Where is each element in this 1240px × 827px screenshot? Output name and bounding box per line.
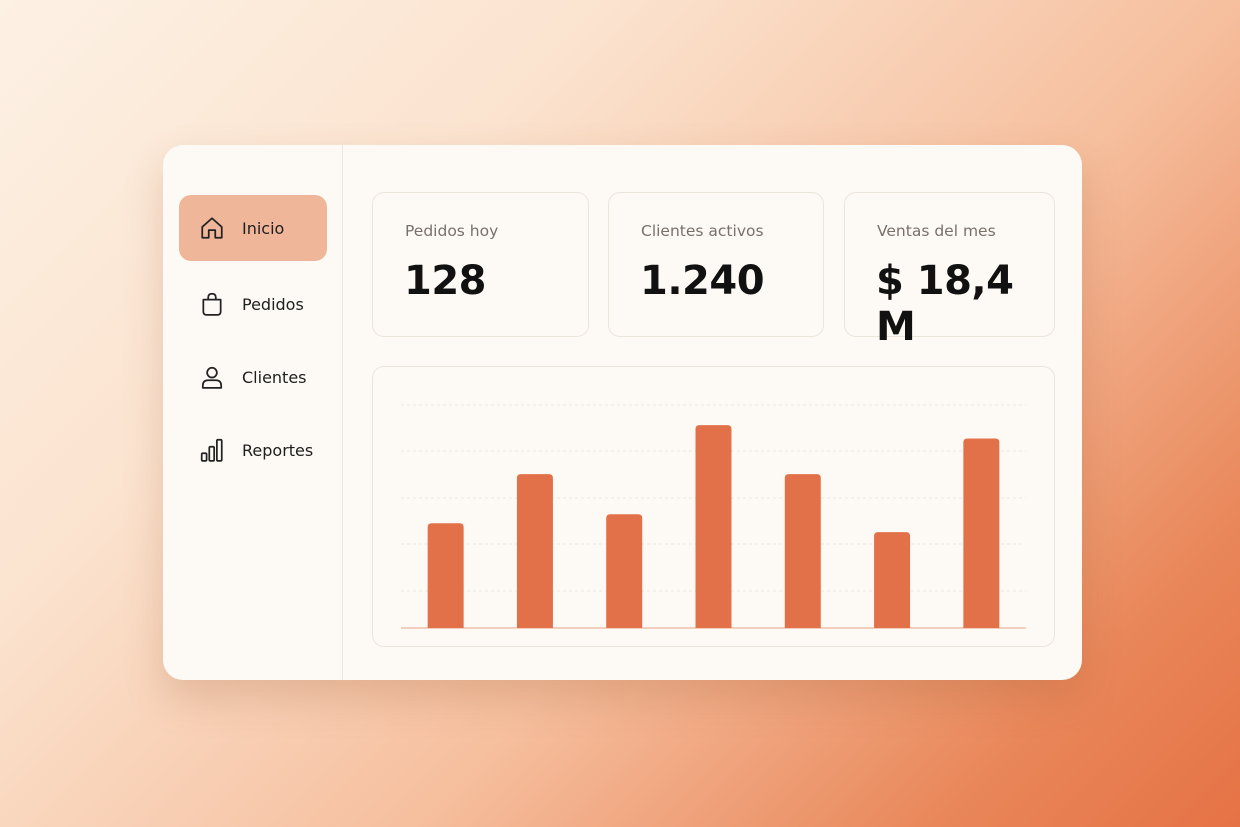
sidebar: Inicio Pedidos Clientes Reportes [163,145,343,680]
bar [874,532,911,628]
stat-value: 128 [404,258,487,304]
bar [427,523,464,628]
home-icon [201,217,223,239]
nav-label: Reportes [242,440,314,460]
nav-item[interactable]: Reportes [179,417,327,483]
stat-label: Clientes activos [641,222,764,240]
nav-item[interactable]: Inicio [179,195,327,261]
nav-item[interactable]: Pedidos [179,271,327,337]
chart [401,404,1026,629]
stat-value: $ 18,4 M [876,258,1014,350]
bar [516,474,553,628]
nav-label: Clientes [242,367,307,387]
bag-icon [202,292,222,316]
stat-card: Pedidos hoy 128 [372,192,589,337]
stat-card: Clientes activos 1.240 [608,192,824,337]
chart-icon [200,438,223,462]
stat-label: Pedidos hoy [405,222,499,240]
bar [606,514,643,628]
chart-card [372,366,1055,647]
stat-value: 1.240 [640,258,765,304]
nav-label: Pedidos [242,294,304,314]
nav-item[interactable]: Clientes [179,344,327,410]
stat-label: Ventas del mes [877,222,996,240]
bar [695,425,732,628]
bar [963,438,1000,628]
dashboard-card: Inicio Pedidos Clientes Reportes Pedidos… [163,145,1082,680]
nav-label: Inicio [242,218,285,238]
bar [784,474,821,628]
stat-card: Ventas del mes $ 18,4 M [844,192,1055,350]
user-icon [201,366,223,389]
